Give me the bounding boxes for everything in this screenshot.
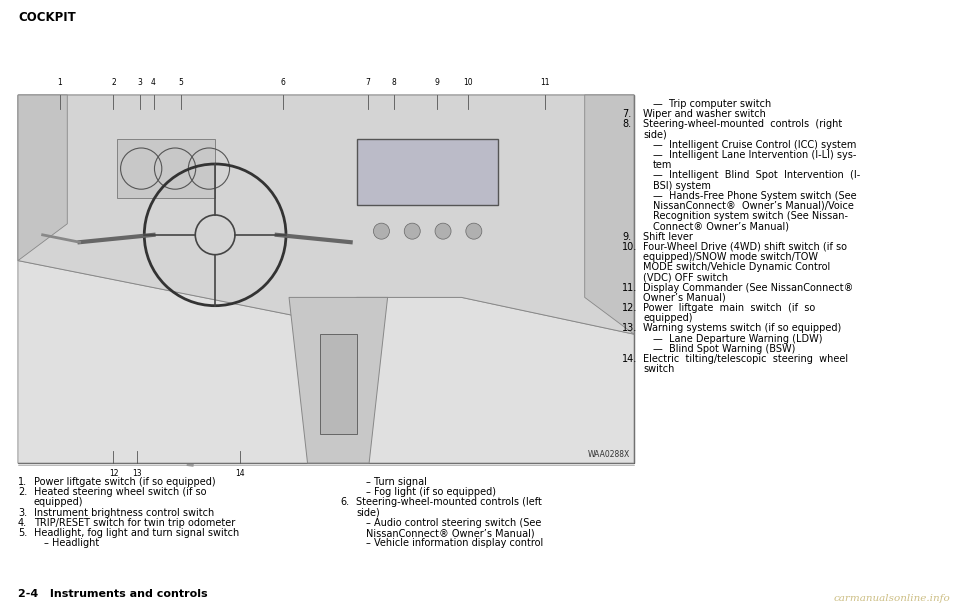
Text: 9.: 9.	[622, 232, 631, 241]
Bar	[116, 139, 215, 198]
Text: Steering-wheel-mounted controls (left: Steering-wheel-mounted controls (left	[356, 497, 541, 507]
Text: 7.: 7.	[622, 109, 632, 119]
Bar	[320, 334, 357, 434]
Text: Warning systems switch (if so equipped): Warning systems switch (if so equipped)	[643, 323, 841, 334]
Text: 11.: 11.	[622, 283, 637, 293]
Polygon shape	[18, 261, 634, 463]
Circle shape	[435, 223, 451, 239]
Text: 4.: 4.	[18, 518, 27, 528]
Text: 2: 2	[111, 78, 116, 87]
Text: 11: 11	[540, 78, 549, 87]
Text: Wiper and washer switch: Wiper and washer switch	[643, 109, 766, 119]
Text: Power liftgate switch (if so equipped): Power liftgate switch (if so equipped)	[34, 477, 216, 487]
Text: COCKPIT: COCKPIT	[18, 11, 76, 24]
Text: 7: 7	[366, 78, 371, 87]
Text: – Headlight: – Headlight	[44, 538, 99, 548]
Text: Connect® Owner’s Manual): Connect® Owner’s Manual)	[653, 221, 789, 232]
Text: Four-Wheel Drive (4WD) shift switch (if so: Four-Wheel Drive (4WD) shift switch (if …	[643, 242, 847, 252]
Text: 5: 5	[179, 78, 183, 87]
Text: carmanualsonline.info: carmanualsonline.info	[833, 594, 950, 603]
Polygon shape	[585, 95, 634, 334]
Text: tem: tem	[653, 160, 672, 170]
Text: WAA0288X: WAA0288X	[588, 450, 630, 459]
Text: side): side)	[643, 130, 667, 139]
Polygon shape	[18, 95, 67, 261]
Text: Electric  tilting/telescopic  steering  wheel: Electric tilting/telescopic steering whe…	[643, 354, 848, 364]
Text: 1: 1	[58, 78, 62, 87]
Text: equipped): equipped)	[643, 313, 692, 323]
Text: – Audio control steering switch (See: – Audio control steering switch (See	[366, 518, 541, 528]
Text: Headlight, fog light and turn signal switch: Headlight, fog light and turn signal swi…	[34, 528, 239, 538]
Text: 3: 3	[137, 78, 142, 87]
Polygon shape	[289, 298, 388, 463]
Polygon shape	[18, 95, 634, 334]
Text: 13: 13	[132, 469, 142, 478]
Text: —  Intelligent Lane Intervention (I-LI) sys-: — Intelligent Lane Intervention (I-LI) s…	[653, 150, 856, 160]
Text: —  Trip computer switch: — Trip computer switch	[653, 99, 771, 109]
Text: 9: 9	[435, 78, 440, 87]
Text: Recognition system switch (See Nissan-: Recognition system switch (See Nissan-	[653, 211, 848, 221]
Text: 3.: 3.	[18, 508, 27, 518]
Text: —  Intelligent  Blind  Spot  Intervention  (I-: — Intelligent Blind Spot Intervention (I…	[653, 170, 860, 180]
Text: – Vehicle information display control: – Vehicle information display control	[366, 538, 543, 548]
Bar	[18, 95, 634, 463]
Text: —  Blind Spot Warning (BSW): — Blind Spot Warning (BSW)	[653, 344, 796, 354]
Text: equipped)/SNOW mode switch/TOW: equipped)/SNOW mode switch/TOW	[643, 252, 818, 262]
Text: 6: 6	[280, 78, 285, 87]
Text: —  Hands-Free Phone System switch (See: — Hands-Free Phone System switch (See	[653, 191, 856, 201]
Text: —  Lane Departure Warning (LDW): — Lane Departure Warning (LDW)	[653, 334, 823, 343]
Text: 2.: 2.	[18, 487, 27, 497]
Circle shape	[404, 223, 420, 239]
Text: switch: switch	[643, 364, 674, 374]
Text: MODE switch/Vehicle Dynamic Control: MODE switch/Vehicle Dynamic Control	[643, 262, 830, 272]
Text: 4: 4	[151, 78, 156, 87]
Text: TRIP/RESET switch for twin trip odometer: TRIP/RESET switch for twin trip odometer	[34, 518, 235, 528]
Text: Display Commander (See NissanConnect®: Display Commander (See NissanConnect®	[643, 283, 853, 293]
Text: Heated steering wheel switch (if so: Heated steering wheel switch (if so	[34, 487, 206, 497]
Text: Power  liftgate  main  switch  (if  so: Power liftgate main switch (if so	[643, 303, 815, 313]
Text: NissanConnect®  Owner’s Manual)/Voice: NissanConnect® Owner’s Manual)/Voice	[653, 201, 853, 211]
Text: 1.: 1.	[18, 477, 27, 487]
Text: Instrument brightness control switch: Instrument brightness control switch	[34, 508, 214, 518]
Text: Steering-wheel-mounted  controls  (right: Steering-wheel-mounted controls (right	[643, 119, 842, 130]
Text: 6.: 6.	[340, 497, 349, 507]
Text: 14: 14	[235, 469, 245, 478]
Text: equipped): equipped)	[34, 497, 84, 507]
Text: Owner’s Manual): Owner’s Manual)	[643, 293, 726, 303]
Text: 12: 12	[108, 469, 118, 478]
Text: 10.: 10.	[622, 242, 637, 252]
Circle shape	[466, 223, 482, 239]
Text: – Turn signal: – Turn signal	[366, 477, 427, 487]
Text: 14.: 14.	[622, 354, 637, 364]
Text: BSI) system: BSI) system	[653, 181, 710, 191]
Text: 5.: 5.	[18, 528, 27, 538]
Bar	[357, 139, 498, 205]
Text: —  Intelligent Cruise Control (ICC) system: — Intelligent Cruise Control (ICC) syste…	[653, 140, 856, 150]
Text: 12.: 12.	[622, 303, 637, 313]
Text: (VDC) OFF switch: (VDC) OFF switch	[643, 273, 728, 282]
Text: side): side)	[356, 508, 380, 518]
Text: NissanConnect® Owner’s Manual): NissanConnect® Owner’s Manual)	[366, 528, 535, 538]
Text: 8.: 8.	[622, 119, 631, 130]
Circle shape	[373, 223, 390, 239]
Text: 8: 8	[392, 78, 396, 87]
Text: Shift lever: Shift lever	[643, 232, 693, 241]
Text: 2-4   Instruments and controls: 2-4 Instruments and controls	[18, 589, 207, 599]
Text: – Fog light (if so equipped): – Fog light (if so equipped)	[366, 487, 496, 497]
Text: 13.: 13.	[622, 323, 637, 334]
Text: 10: 10	[463, 78, 472, 87]
